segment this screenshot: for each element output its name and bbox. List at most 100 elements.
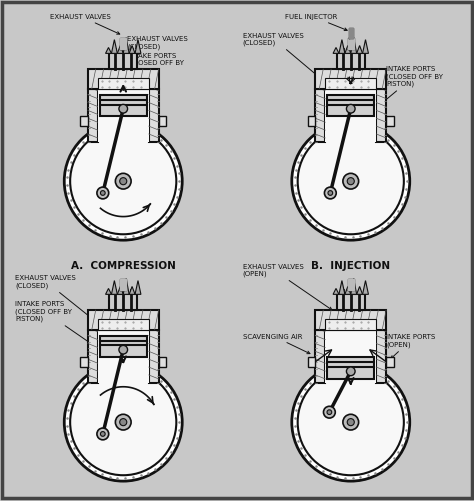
Polygon shape (345, 47, 351, 54)
Circle shape (120, 419, 127, 426)
Bar (386, 358, 394, 367)
Bar (325, 330, 376, 383)
Circle shape (70, 369, 176, 475)
Text: INTAKE PORTS
(CLOSED OFF BY
PISTON): INTAKE PORTS (CLOSED OFF BY PISTON) (99, 53, 184, 103)
Circle shape (120, 178, 127, 185)
Polygon shape (351, 279, 356, 295)
Bar (80, 117, 88, 127)
Text: EXHAUST VALVES
(CLOSED): EXHAUST VALVES (CLOSED) (243, 33, 319, 77)
Circle shape (324, 188, 336, 199)
Text: INTAKE PORTS
(CLOSED OFF BY
PISTON): INTAKE PORTS (CLOSED OFF BY PISTON) (383, 66, 443, 103)
Text: EXHAUST VALVES
(OPEN): EXHAUST VALVES (OPEN) (243, 263, 332, 310)
Bar (109, 54, 137, 70)
Bar (315, 70, 386, 90)
Bar (376, 330, 386, 383)
Circle shape (100, 432, 105, 436)
Bar (325, 90, 376, 143)
Bar (325, 79, 376, 90)
Polygon shape (135, 281, 141, 295)
Text: FUEL INJECTOR: FUEL INJECTOR (285, 14, 347, 32)
Circle shape (115, 174, 131, 190)
Polygon shape (120, 279, 126, 291)
Bar (315, 311, 386, 330)
Bar (88, 70, 159, 90)
Circle shape (64, 363, 182, 481)
Bar (98, 79, 149, 90)
Circle shape (328, 191, 333, 196)
Bar (98, 319, 149, 330)
Bar (100, 336, 147, 358)
Bar (337, 295, 365, 311)
Text: EXHAUST VALVES
(CLOSED): EXHAUST VALVES (CLOSED) (99, 37, 188, 80)
Text: EXHAUST VALVES: EXHAUST VALVES (50, 14, 120, 35)
Circle shape (97, 188, 109, 199)
Polygon shape (333, 49, 339, 54)
Bar (149, 90, 159, 143)
Bar (100, 96, 147, 117)
Circle shape (298, 129, 404, 235)
Bar (80, 358, 88, 367)
Circle shape (327, 410, 332, 415)
Polygon shape (356, 287, 363, 295)
Text: INTAKE PORTS
(OPEN): INTAKE PORTS (OPEN) (386, 334, 436, 359)
Bar (376, 90, 386, 143)
Circle shape (346, 105, 355, 114)
Bar (88, 330, 98, 383)
Polygon shape (129, 287, 135, 295)
Polygon shape (123, 279, 129, 295)
Circle shape (119, 105, 128, 114)
Bar (315, 90, 325, 143)
Polygon shape (111, 281, 118, 295)
Bar (337, 54, 365, 70)
Text: SCAVENGING AIR: SCAVENGING AIR (243, 333, 310, 354)
Polygon shape (118, 47, 123, 54)
Bar (109, 295, 137, 311)
Circle shape (115, 414, 131, 430)
Bar (98, 330, 149, 383)
Polygon shape (120, 39, 126, 50)
Text: INTAKE PORTS
(CLOSED OFF BY
PISTON): INTAKE PORTS (CLOSED OFF BY PISTON) (15, 301, 91, 344)
Polygon shape (348, 279, 354, 291)
Polygon shape (363, 281, 368, 295)
Bar (327, 96, 374, 117)
Polygon shape (111, 41, 118, 54)
Circle shape (346, 367, 355, 376)
Text: B.  INJECTION: B. INJECTION (311, 261, 390, 271)
Bar (88, 90, 98, 143)
Polygon shape (349, 29, 353, 39)
Bar (386, 117, 394, 127)
Polygon shape (339, 41, 345, 54)
Circle shape (347, 178, 354, 185)
Polygon shape (106, 49, 111, 54)
Circle shape (323, 406, 335, 418)
Polygon shape (363, 41, 368, 54)
Bar (98, 90, 149, 143)
Circle shape (119, 346, 128, 354)
Polygon shape (129, 47, 135, 54)
Polygon shape (348, 39, 354, 50)
Bar (149, 330, 159, 383)
Circle shape (292, 363, 410, 481)
Circle shape (292, 123, 410, 240)
Circle shape (70, 129, 176, 235)
Polygon shape (356, 47, 363, 54)
Polygon shape (123, 39, 129, 54)
Polygon shape (135, 41, 141, 54)
Circle shape (343, 174, 359, 190)
Bar (159, 358, 166, 367)
Bar (159, 117, 166, 127)
Text: A.  COMPRESSION: A. COMPRESSION (71, 261, 176, 271)
Circle shape (347, 419, 354, 426)
Bar (308, 117, 315, 127)
Text: EXHAUST VALVES
(CLOSED): EXHAUST VALVES (CLOSED) (15, 275, 91, 318)
Bar (315, 330, 325, 383)
Circle shape (298, 369, 404, 475)
Bar (88, 311, 159, 330)
Circle shape (97, 428, 109, 440)
Polygon shape (106, 289, 111, 295)
Polygon shape (345, 287, 351, 295)
Bar (325, 319, 376, 330)
Circle shape (343, 414, 359, 430)
Polygon shape (118, 287, 123, 295)
Circle shape (64, 123, 182, 240)
